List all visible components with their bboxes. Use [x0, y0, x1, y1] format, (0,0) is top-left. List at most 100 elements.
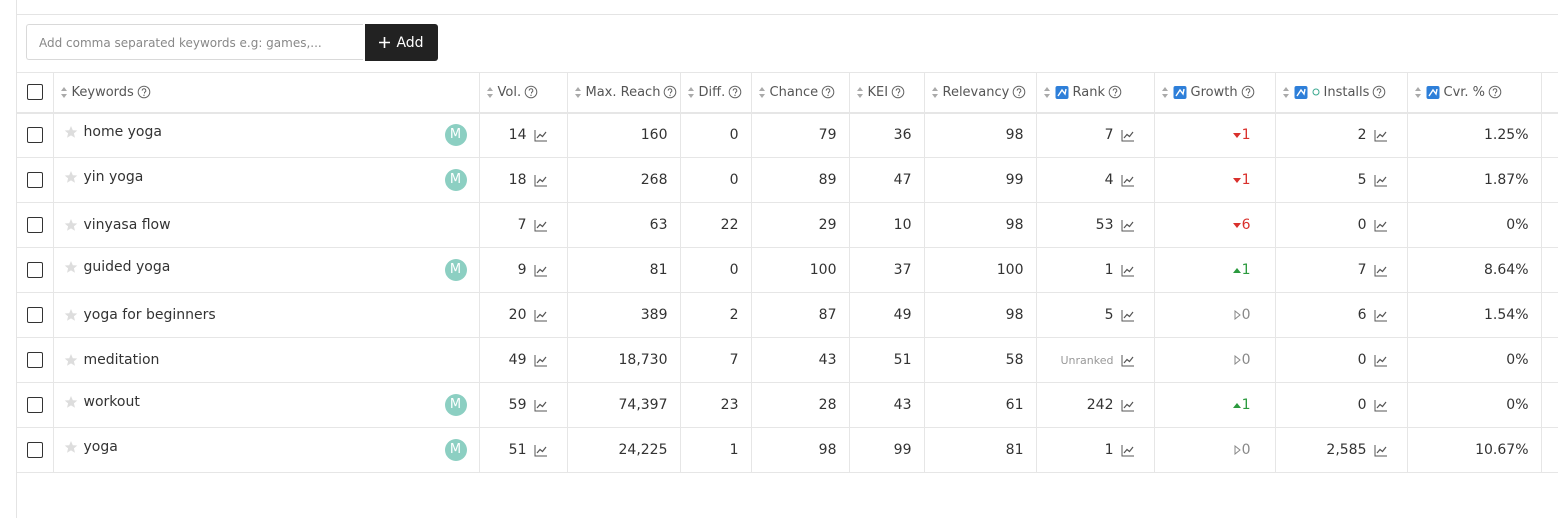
star-icon[interactable] — [64, 395, 78, 409]
checkbox[interactable] — [26, 84, 43, 101]
keyword-input[interactable]: Add comma separated keywords e.g: games,… — [26, 24, 363, 60]
star-icon[interactable] — [64, 260, 78, 274]
kei-cell: 36 — [848, 112, 925, 158]
max-reach-cell: 18,730 — [566, 337, 681, 383]
column-header[interactable]: Keywords — [52, 72, 480, 114]
diff-cell: 0 — [679, 112, 752, 158]
growth-value: 0 — [1241, 442, 1251, 458]
star-icon[interactable] — [64, 308, 78, 322]
keyword-cell: meditation — [52, 337, 480, 383]
badge: M — [444, 259, 467, 281]
sort-icon — [758, 86, 765, 98]
star-icon[interactable] — [64, 170, 78, 184]
growth-cell: 0 — [1153, 427, 1276, 473]
rank-value: 1 — [1104, 262, 1114, 278]
kei-value: 37 — [893, 262, 912, 278]
diff-value: 23 — [720, 397, 739, 413]
chart-icon — [1121, 264, 1134, 276]
header-label: Installs — [1323, 84, 1370, 100]
keyword-row: yoga for beginners 20 389 2 87 49 98 5 0 6 1.54% — [17, 292, 1558, 338]
growth-cell: 1 — [1153, 112, 1276, 158]
relevancy-value: 81 — [1005, 442, 1024, 458]
max-reach-cell: 63 — [566, 202, 681, 248]
rank-value: 53 — [1095, 217, 1114, 233]
installs-value: 2 — [1357, 127, 1367, 144]
checkbox[interactable] — [26, 172, 43, 188]
kei-cell: 51 — [848, 337, 925, 383]
chance-cell: 89 — [750, 157, 850, 203]
checkbox[interactable] — [26, 397, 43, 413]
keywords-table: Keywords Vol. Max. Reach Diff. Chance KEI Rele… — [17, 72, 1558, 473]
column-header[interactable]: Rank — [1035, 72, 1155, 114]
sort-icon — [1043, 86, 1050, 98]
checkbox[interactable] — [26, 352, 43, 368]
column-header[interactable]: Cvr. % — [1406, 72, 1542, 114]
star-icon[interactable] — [64, 218, 78, 232]
trend-icon — [1232, 178, 1241, 183]
keyword: workout — [83, 394, 140, 410]
vol-cell: 18 — [478, 157, 568, 203]
column-header[interactable]: Max. Reach — [566, 72, 681, 114]
cvr-cell: 10.67% — [1406, 427, 1542, 473]
growth-value: 0 — [1241, 352, 1251, 368]
trend-icon — [1234, 354, 1241, 366]
sort-icon — [1414, 86, 1421, 98]
diff-cell: 0 — [679, 247, 752, 293]
column-header[interactable]: KEI — [848, 72, 925, 114]
checkbox[interactable] — [26, 307, 43, 323]
relevancy-value: 99 — [1005, 172, 1024, 188]
keyword: yoga for beginners — [83, 307, 216, 323]
vol-cell: 59 — [478, 382, 568, 428]
relevancy-cell: 58 — [923, 337, 1037, 383]
diff-cell: 7 — [679, 337, 752, 383]
growth-value: 1 — [1241, 172, 1251, 188]
growth-value: 0 — [1241, 307, 1251, 323]
checkbox[interactable] — [26, 262, 43, 278]
star-icon[interactable] — [64, 353, 78, 367]
rank-cell: 242 — [1035, 382, 1155, 428]
column-header[interactable]: Growth — [1153, 72, 1276, 114]
add-label: Add — [396, 34, 424, 51]
kei-cell: 37 — [848, 247, 925, 293]
select-cell — [17, 292, 54, 338]
checkbox[interactable] — [26, 217, 43, 233]
column-header[interactable]: Relevancy — [923, 72, 1037, 114]
star-icon[interactable] — [64, 125, 78, 139]
growth-cell: 1 — [1153, 247, 1276, 293]
chart-icon — [1121, 309, 1134, 321]
chart-icon — [534, 444, 547, 456]
rank-value: Unranked — [1060, 354, 1114, 367]
trend-icon — [1232, 133, 1241, 139]
max-reach-value: 81 — [649, 262, 668, 278]
checkbox[interactable] — [26, 442, 43, 458]
chart-icon — [1374, 264, 1387, 276]
checkbox[interactable] — [26, 127, 43, 144]
rank-cell: 53 — [1035, 202, 1155, 248]
max-reach-value: 389 — [640, 307, 668, 323]
relevancy-value: 98 — [1005, 127, 1024, 144]
star-icon[interactable] — [64, 440, 78, 454]
add-button[interactable]: Add — [365, 24, 438, 61]
help-icon — [1012, 85, 1026, 99]
max-reach-cell: 160 — [566, 112, 681, 158]
max-reach-cell: 389 — [566, 292, 681, 338]
chart-icon — [1374, 219, 1387, 231]
rank-value: 7 — [1104, 127, 1114, 144]
installs-cell: 0 — [1274, 337, 1408, 383]
chance-cell: 28 — [750, 382, 850, 428]
column-header[interactable]: Installs — [1274, 72, 1408, 114]
installs-value: 0 — [1357, 352, 1367, 368]
chance-cell: 79 — [750, 112, 850, 158]
vol-cell: 20 — [478, 292, 568, 338]
store-icon — [1426, 86, 1439, 100]
cvr-value: 8.64% — [1484, 262, 1529, 278]
relevancy-value: 98 — [1005, 217, 1024, 233]
relevancy-cell: 100 — [923, 247, 1037, 293]
column-header[interactable]: Vol. — [478, 72, 568, 114]
header-label: KEI — [867, 84, 889, 100]
column-header[interactable]: Chance — [750, 72, 850, 114]
column-header[interactable]: Diff. — [679, 72, 752, 114]
chance-cell: 43 — [750, 337, 850, 383]
